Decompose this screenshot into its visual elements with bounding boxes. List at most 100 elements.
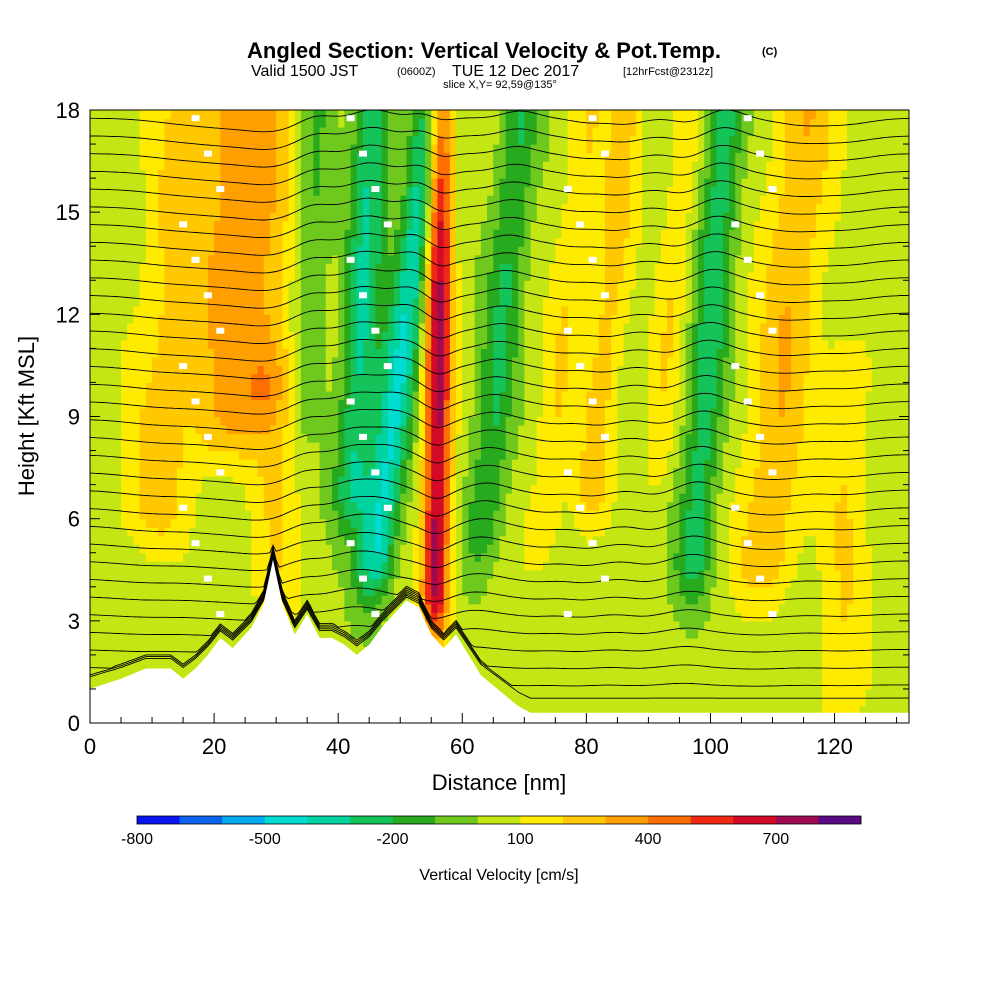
velocity-cell — [170, 612, 178, 622]
velocity-cell — [90, 433, 97, 443]
velocity-cell — [325, 271, 333, 281]
velocity-cell — [449, 459, 457, 469]
velocity-cell — [201, 178, 209, 188]
velocity-cell — [307, 425, 314, 435]
velocity-cell — [363, 271, 370, 281]
velocity-cell — [338, 620, 345, 630]
velocity-cell — [418, 552, 426, 562]
velocity-cell — [114, 467, 122, 477]
velocity-cell — [183, 314, 190, 324]
velocity-cell — [195, 433, 203, 443]
velocity-cell — [238, 169, 246, 179]
velocity-cell — [176, 237, 184, 247]
velocity-cell — [90, 322, 97, 332]
velocity-cell — [375, 603, 383, 613]
velocity-cell — [394, 212, 401, 222]
velocity-cell — [412, 127, 420, 137]
velocity-cell — [493, 390, 501, 401]
velocity-cell — [245, 305, 252, 315]
velocity-cell — [183, 484, 190, 494]
velocity-cell — [245, 510, 252, 520]
velocity-cell — [189, 229, 197, 239]
velocity-cell — [400, 220, 408, 230]
velocity-cell — [487, 433, 494, 443]
velocity-cell — [375, 280, 383, 290]
velocity-cell — [431, 322, 439, 332]
velocity-cell — [238, 467, 246, 477]
velocity-cell — [220, 339, 228, 349]
velocity-cell — [145, 646, 153, 656]
velocity-cell — [121, 459, 128, 469]
velocity-cell — [325, 399, 333, 409]
velocity-cell — [269, 237, 277, 247]
velocity-cell — [462, 416, 470, 426]
velocity-cell — [207, 510, 215, 520]
velocity-cell — [369, 450, 376, 460]
velocity-cell — [288, 271, 296, 281]
velocity-cell — [276, 288, 283, 298]
velocity-cell — [176, 229, 184, 239]
velocity-cell — [375, 365, 383, 375]
velocity-cell — [456, 356, 463, 367]
velocity-cell — [251, 229, 259, 239]
velocity-cell — [121, 407, 128, 418]
velocity-cell — [220, 118, 228, 128]
velocity-cell — [468, 442, 476, 452]
velocity-cell — [183, 535, 190, 545]
velocity-cell — [319, 578, 327, 588]
velocity-cell — [189, 161, 197, 171]
velocity-cell — [145, 510, 153, 520]
velocity-cell — [363, 467, 370, 477]
velocity-cell — [344, 203, 352, 213]
velocity-cell — [114, 433, 122, 443]
velocity-cell — [381, 518, 389, 528]
velocity-cell — [282, 407, 290, 418]
velocity-cell — [145, 450, 153, 460]
velocity-cell — [220, 603, 228, 613]
velocity-cell — [207, 254, 215, 264]
velocity-cell — [226, 450, 234, 460]
velocity-cell — [474, 637, 482, 647]
velocity-cell — [313, 254, 321, 264]
velocity-cell — [226, 416, 234, 426]
velocity-cell — [437, 390, 445, 401]
velocity-cell — [232, 467, 240, 477]
velocity-cell — [127, 467, 135, 477]
velocity-cell — [462, 484, 470, 494]
velocity-cell — [300, 595, 308, 605]
velocity-cell — [158, 416, 166, 426]
velocity-cell — [183, 161, 190, 171]
velocity-cell — [462, 459, 470, 469]
velocity-cell — [325, 144, 333, 154]
velocity-cell — [319, 425, 327, 435]
velocity-cell — [158, 654, 166, 664]
velocity-cell — [226, 407, 234, 418]
velocity-cell — [468, 527, 476, 537]
velocity-cell — [183, 407, 190, 418]
velocity-cell — [121, 322, 128, 332]
velocity-cell — [437, 416, 445, 426]
velocity-cell — [214, 127, 221, 137]
velocity-cell — [90, 246, 97, 256]
velocity-cell — [121, 612, 128, 622]
velocity-cell — [406, 382, 414, 392]
velocity-cell — [394, 373, 401, 384]
velocity-cell — [288, 399, 296, 409]
velocity-cell — [338, 237, 345, 247]
velocity-cell — [437, 501, 445, 511]
velocity-cell — [220, 331, 228, 341]
velocity-cell — [96, 612, 103, 622]
velocity-cell — [493, 501, 501, 511]
velocity-cell — [282, 220, 290, 230]
velocity-cell — [108, 152, 116, 162]
velocity-cell — [176, 518, 184, 528]
velocity-cell — [394, 459, 401, 469]
velocity-cell — [487, 280, 494, 290]
velocity-cell — [350, 178, 358, 188]
velocity-cell — [400, 178, 408, 188]
velocity-cell — [238, 612, 246, 622]
velocity-cell — [90, 425, 97, 435]
velocity-cell — [127, 331, 135, 341]
velocity-cell — [437, 425, 445, 435]
velocity-cell — [344, 314, 352, 324]
